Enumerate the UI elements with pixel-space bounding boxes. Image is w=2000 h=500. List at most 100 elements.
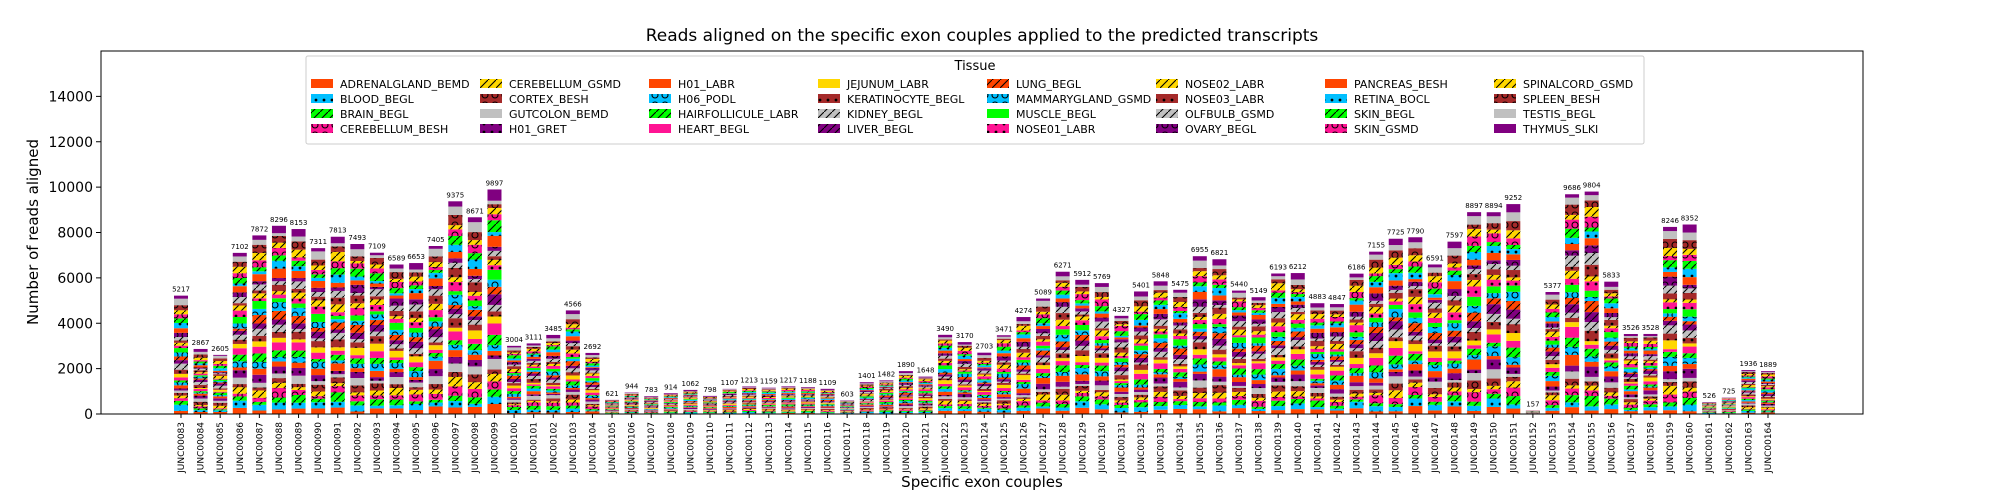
bar-segment-hatch [1173, 381, 1188, 388]
bar-segment-hatch [1565, 214, 1580, 220]
bar-segment-hatch [526, 385, 541, 389]
bar-segment [409, 362, 424, 368]
bar-segment-hatch [722, 410, 737, 412]
bar-segment-hatch [350, 261, 365, 264]
bar-total-label: 3490 [936, 325, 954, 333]
bar-segment [428, 278, 443, 287]
bar-total-label: 3528 [1642, 324, 1660, 332]
x-axis: JUNC00083 JUNC00084 JUNC00085 JUNC00086 JUNC… [177, 414, 1774, 474]
x-tick-label: JUNC00155 [1588, 422, 1598, 474]
bar-segment-hatch [487, 389, 502, 397]
bar-segment-hatch [1114, 391, 1129, 394]
bar-segment-hatch [1741, 408, 1756, 410]
bar-segment-hatch [957, 355, 972, 360]
bar-segment-hatch [1584, 385, 1599, 391]
bar-segment [1761, 399, 1775, 401]
bar-segment [1369, 378, 1384, 383]
bar-segment-hatch [1604, 362, 1619, 367]
bar-segment-hatch [526, 363, 541, 365]
bar-segment-hatch [820, 411, 835, 413]
bar-segment-hatch [252, 293, 267, 299]
legend-swatch-hatch [1156, 109, 1178, 118]
bar-segment [1506, 408, 1521, 414]
bar-segment-hatch [1565, 395, 1580, 403]
bar-segment [1486, 334, 1501, 343]
bar-segment [918, 405, 933, 407]
bar-segment-hatch [918, 386, 933, 388]
bar-segment-hatch [174, 382, 188, 386]
bar-segment-hatch [722, 400, 737, 402]
bar-segment [1565, 326, 1580, 338]
bar-segment-hatch [820, 397, 835, 399]
bar-segment-hatch [1369, 403, 1384, 407]
bar-segment-hatch [1427, 339, 1442, 344]
bar-segment [330, 374, 345, 378]
x-tick-label: JUNC00118 [863, 422, 873, 474]
bar-segment [1584, 195, 1599, 201]
x-tick-label: JUNC00102 [549, 422, 559, 474]
bar-segment-hatch [526, 370, 541, 372]
bar-segment-hatch [859, 386, 874, 388]
bar-segment [977, 400, 992, 403]
bar-segment-hatch [585, 373, 600, 376]
bar-segment-hatch [1467, 355, 1482, 360]
bar-segment-hatch [663, 403, 678, 405]
bar-segment-hatch [1310, 325, 1325, 329]
bar-segment-hatch [193, 378, 208, 380]
bar-segment [467, 222, 482, 233]
bar-segment-hatch [1408, 289, 1423, 297]
bar-segment-hatch [703, 412, 717, 414]
bar-total-label: 798 [703, 386, 716, 394]
bar-segment-hatch [1232, 382, 1246, 386]
bar-segment-hatch [1153, 372, 1168, 375]
bar-segment-hatch [1623, 337, 1638, 342]
bar-segment-hatch [1506, 396, 1521, 405]
bar-segment [1094, 340, 1109, 344]
bar-segment-hatch [1741, 383, 1756, 386]
bar-segment-hatch [1075, 365, 1090, 369]
bar-segment-hatch [1565, 337, 1580, 347]
bar-segment-hatch [663, 397, 678, 398]
bar-segment-hatch [722, 390, 737, 392]
bar-segment-hatch [409, 311, 424, 319]
bar-segment-hatch [174, 400, 188, 405]
bar-segment-hatch [487, 334, 502, 346]
bar-segment [938, 380, 953, 384]
bar-segment [1153, 409, 1168, 414]
bar-segment-hatch [291, 402, 306, 409]
bar-segment [467, 366, 482, 375]
bar-segment-hatch [1290, 292, 1305, 295]
bar-segment-hatch [644, 407, 659, 409]
bar-segment [1055, 358, 1070, 362]
bar-segment [781, 387, 796, 388]
bar-segment-hatch [1290, 396, 1305, 400]
bar-segment-hatch [938, 378, 953, 381]
bar-segment-hatch [1036, 335, 1051, 340]
bar-segment-hatch [1329, 341, 1344, 344]
bar-segment [1251, 388, 1266, 394]
bar-segment-hatch [1036, 357, 1051, 363]
bar-segment-hatch [193, 357, 208, 361]
bar-segment-hatch [1349, 399, 1364, 402]
legend-entry: SPINALCORD_GSMD [1523, 78, 1633, 91]
bar-segment-hatch [1094, 328, 1109, 331]
x-tick-label: JUNC00160 [1686, 422, 1696, 474]
bar-total-label: 6186 [1348, 264, 1366, 272]
bar-segment [977, 379, 992, 381]
bar-segment-hatch [722, 401, 737, 403]
bar-segment-hatch [1016, 334, 1031, 339]
bar-segment-hatch [428, 353, 443, 357]
bar-segment [800, 402, 815, 404]
bar-segment-hatch [428, 389, 443, 394]
bar-segment [742, 386, 757, 388]
bar-segment-hatch [565, 365, 580, 369]
bar-segment-hatch [1271, 292, 1286, 298]
bar-segment-hatch [1721, 401, 1736, 403]
bar-segment [1682, 224, 1697, 233]
bar-segment-hatch [742, 402, 757, 403]
bar-segment-hatch [996, 346, 1011, 351]
bar-segment-hatch [291, 394, 306, 403]
bar-segment [1094, 357, 1109, 363]
bar-segment [1408, 242, 1423, 249]
bar-segment-hatch [1741, 400, 1756, 402]
